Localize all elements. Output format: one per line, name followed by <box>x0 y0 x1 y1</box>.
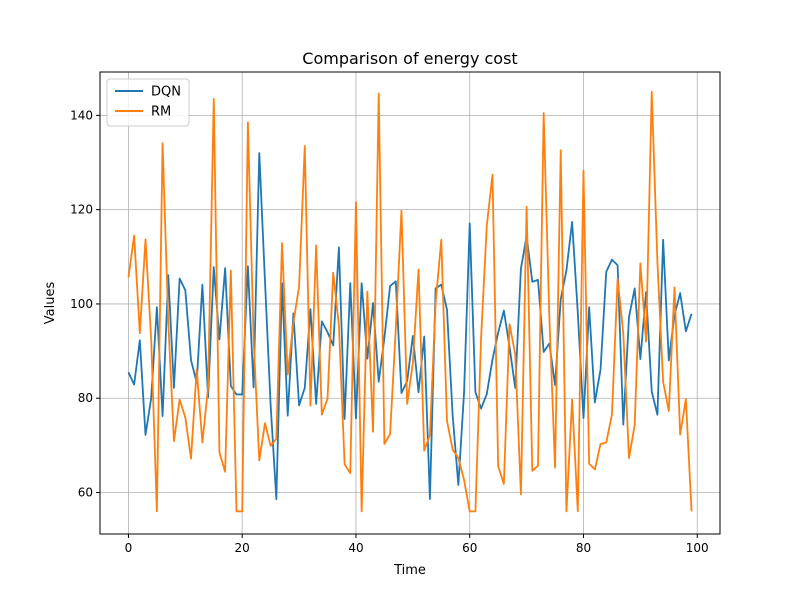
y-tick-label: 120 <box>70 203 93 217</box>
x-axis-label: Time <box>393 563 426 578</box>
x-tick-label: 60 <box>462 541 477 555</box>
series-line-rm <box>127 90 693 513</box>
legend-label-dqn: DQN <box>151 85 181 100</box>
y-tick-label: 80 <box>78 391 93 405</box>
y-tick-label: 100 <box>70 297 93 311</box>
legend-label-rm: RM <box>151 105 171 120</box>
y-axis-label: Values <box>43 282 58 325</box>
x-tick-label: 100 <box>686 541 709 555</box>
x-tick-label: 40 <box>348 541 363 555</box>
x-tick-label: 0 <box>125 541 133 555</box>
x-tick-label: 20 <box>235 541 250 555</box>
chart-title: Comparison of energy cost <box>302 49 517 68</box>
series-line-dqn <box>127 152 693 501</box>
y-tick-label: 60 <box>78 486 93 500</box>
plot-series <box>127 90 693 513</box>
plot-area-frame <box>99 71 721 535</box>
y-tick-label: 140 <box>70 108 93 122</box>
legend: DQN RM <box>106 78 190 127</box>
x-tick-label: 80 <box>576 541 591 555</box>
axis-ticks: 0 20 40 60 80 100 60 80 100 120 140 <box>70 108 709 555</box>
